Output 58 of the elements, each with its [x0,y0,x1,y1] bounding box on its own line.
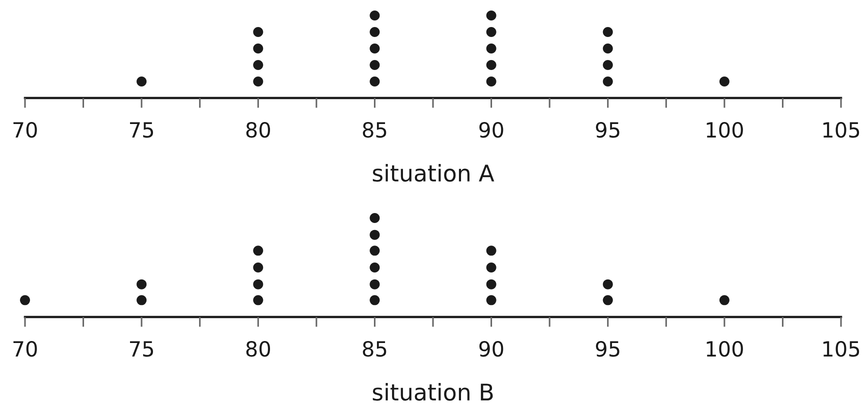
point [602,279,613,290]
point [370,230,380,240]
x-axis-title: situation A [372,164,494,182]
point [136,295,147,306]
x-axis-title: situation B [372,382,493,401]
x-tick-label: 105 [823,122,860,138]
point [253,43,264,54]
point [136,76,147,87]
point [602,295,613,306]
x-tick-label: 70 [13,340,37,357]
point [253,76,264,87]
point [253,26,264,38]
x-tick-label: 75 [130,122,154,138]
point [370,262,380,273]
x-tick-label: 90 [479,340,504,357]
point [602,60,613,70]
point [253,262,264,273]
point [136,279,147,290]
x-tick-label: 85 [362,122,386,138]
point [486,295,496,306]
point [370,60,380,70]
point [486,246,496,256]
point [486,279,496,290]
point [719,295,730,306]
point [486,76,496,87]
point [253,246,264,256]
point [370,212,380,224]
point [370,246,380,256]
point [486,43,496,54]
point [486,60,496,70]
point [370,26,380,38]
point [253,295,264,306]
point [486,10,496,21]
x-tick-label: 90 [479,122,504,138]
point [20,295,30,306]
point [602,76,613,87]
point [370,43,380,54]
point [370,10,380,21]
point [486,26,496,38]
x-tick-label: 80 [246,122,270,138]
x-tick-label: 85 [362,340,386,357]
point [370,76,380,87]
x-tick-label: 80 [246,340,270,357]
x-tick-label: 100 [706,340,743,357]
point [253,279,264,290]
point [370,295,380,306]
x-tick-label: 95 [596,122,620,138]
point [602,43,613,54]
x-tick-label: 75 [130,341,154,357]
point [719,76,730,87]
x-tick-label: 105 [823,340,860,357]
point [602,26,613,38]
x-tick-label: 95 [596,340,620,357]
point [370,279,380,290]
x-tick-label: 70 [13,122,37,138]
point [253,60,264,70]
x-tick-label: 100 [706,122,743,138]
point [486,262,496,273]
